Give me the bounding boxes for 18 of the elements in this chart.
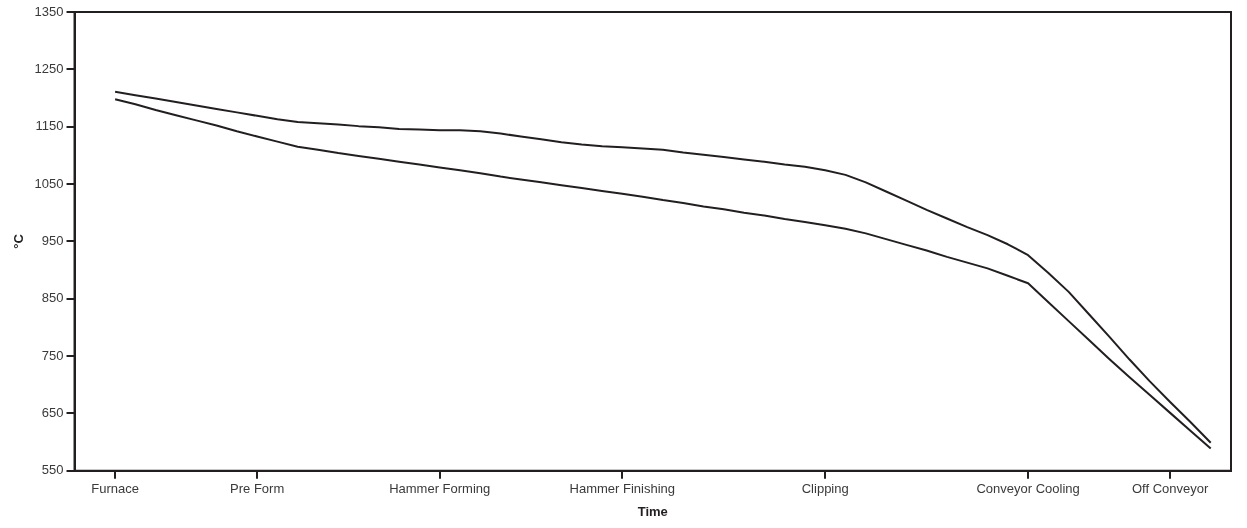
- x-tick-label: Clipping: [801, 481, 849, 497]
- y-tick-label: 650: [41, 405, 64, 421]
- y-tick-label: 550: [41, 462, 64, 478]
- y-tick-label: 850: [41, 290, 64, 306]
- y-axis-title: °C: [11, 233, 27, 249]
- y-tick-label: 1150: [35, 118, 64, 134]
- x-tick-label: Hammer Finishing: [569, 481, 676, 497]
- x-tick-label: Hammer Forming: [389, 481, 491, 497]
- x-tick-label: Pre Form: [230, 481, 285, 497]
- x-axis-title: Time: [637, 503, 668, 519]
- y-tick-label: 1350: [34, 3, 64, 19]
- y-tick-label: 750: [41, 347, 64, 363]
- x-tick-label: Off Conveyor: [1131, 481, 1209, 497]
- y-tick-label: 1250: [34, 60, 64, 76]
- x-tick-label: Conveyor Cooling: [976, 481, 1080, 497]
- y-tick-label: 1050: [34, 175, 64, 191]
- x-tick-label: Furnace: [91, 481, 139, 497]
- y-tick-label: 950: [41, 232, 64, 248]
